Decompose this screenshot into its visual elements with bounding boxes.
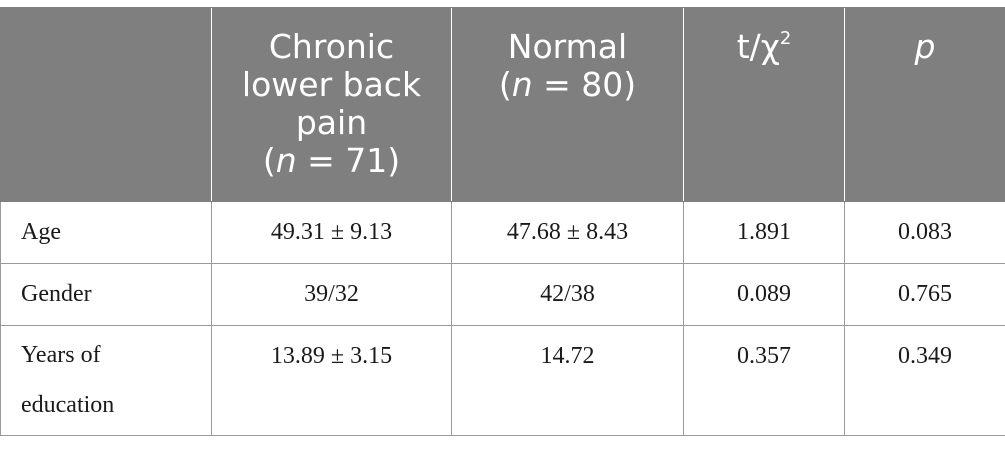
cell-stat: 1.891	[683, 201, 845, 264]
table-row: Age 49.31 ± 9.13 47.68 ± 8.43 1.891 0.08…	[0, 201, 1005, 264]
cell-group1: 49.31 ± 9.13	[211, 201, 452, 264]
header-line: Normal	[507, 27, 628, 66]
cell-group2: 14.72	[451, 325, 684, 436]
p-symbol: p	[914, 27, 936, 66]
header-n-line: (n = 71)	[220, 142, 443, 180]
table-row: Years of education 13.89 ± 3.15 14.72 0.3…	[0, 325, 1005, 436]
data-table: Chronic lower back pain (n = 71) Normal …	[0, 7, 1005, 436]
stat-base: t/χ	[736, 27, 780, 66]
cell-p: 0.083	[844, 201, 1005, 264]
row-label: Gender	[0, 263, 212, 326]
table-header: Chronic lower back pain (n = 71) Normal …	[0, 7, 1005, 202]
row-label-line: Years of	[21, 342, 101, 368]
header-p-value: p	[844, 7, 1005, 202]
row-label-line: education	[21, 392, 115, 418]
cell-group2: 47.68 ± 8.43	[451, 201, 684, 264]
cell-stat: 0.089	[683, 263, 845, 326]
row-label: Age	[0, 201, 212, 264]
cell-group1: 13.89 ± 3.15	[211, 325, 452, 436]
table-row: Gender 39/32 42/38 0.089 0.765	[0, 263, 1005, 326]
paren-open: (	[498, 65, 512, 104]
header-line: lower back	[241, 65, 422, 104]
header-row: Chronic lower back pain (n = 71) Normal …	[0, 7, 1005, 202]
n-value: = 80)	[532, 65, 637, 104]
table-body: Age 49.31 ± 9.13 47.68 ± 8.43 1.891 0.08…	[0, 201, 1005, 436]
n-symbol: n	[275, 141, 297, 180]
cell-group1: 39/32	[211, 263, 452, 326]
header-normal: Normal (n = 80)	[451, 7, 684, 202]
header-n-line: (n = 80)	[460, 66, 675, 104]
cell-p: 0.349	[844, 325, 1005, 436]
paren-open: (	[262, 141, 276, 180]
n-value: = 71)	[296, 141, 401, 180]
header-line: pain	[295, 103, 368, 142]
header-empty	[0, 7, 212, 202]
cell-stat: 0.357	[683, 325, 845, 436]
n-symbol: n	[511, 65, 533, 104]
header-chronic-lower-back-pain: Chronic lower back pain (n = 71)	[211, 7, 452, 202]
header-line: Chronic	[268, 27, 395, 66]
cell-group2: 42/38	[451, 263, 684, 326]
cell-p: 0.765	[844, 263, 1005, 326]
header-test-statistic: t/χ2	[683, 7, 845, 202]
row-label: Years of education	[0, 325, 212, 436]
stat-superscript: 2	[779, 28, 792, 49]
